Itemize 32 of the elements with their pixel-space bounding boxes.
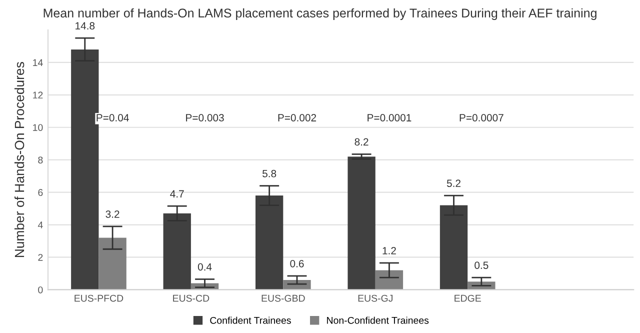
legend-label: Non-Confident Trainees — [327, 316, 429, 324]
y-tick-label: 4 — [38, 222, 43, 228]
data-label: 0.4 — [198, 263, 212, 271]
y-tick-label: 10 — [33, 124, 43, 131]
x-tick-label: EDGE — [454, 294, 481, 302]
y-tick-label: 12 — [33, 92, 43, 98]
y-tick-label: 0 — [38, 286, 43, 294]
x-tick-label: EUS-CD — [173, 294, 210, 302]
y-tick-label: 2 — [38, 254, 43, 261]
y-tick-label: 14 — [33, 59, 43, 66]
data-label: 8.2 — [354, 138, 368, 146]
annotation: P=0.04 — [96, 114, 129, 122]
chart-title: Mean number of Hands-On LAMS placement cases performed by Trainees During their AEF training — [44, 8, 596, 20]
data-label: 3.2 — [106, 210, 120, 218]
y-tick-label: 6 — [38, 189, 43, 196]
data-label: 0.6 — [290, 260, 304, 268]
data-label: 5.2 — [446, 180, 460, 187]
data-label: 5.8 — [262, 170, 276, 178]
y-axis-title: Number of Hands-On Procedures — [14, 62, 24, 258]
x-tick-label: EUS-GBD — [262, 294, 305, 302]
annotation: P=0.0001 — [368, 114, 412, 122]
legend-label: Confident Trainees — [210, 316, 291, 324]
annotation: P=0.003 — [186, 114, 224, 122]
data-label: 0.5 — [474, 262, 488, 269]
x-tick-label: EUS-GJ — [358, 294, 392, 302]
data-label: 1.2 — [382, 246, 396, 254]
x-tick-label: EUS-PFCD — [74, 294, 124, 302]
data-label: 14.8 — [76, 22, 95, 30]
annotation: P=0.002 — [278, 114, 316, 122]
y-tick-label: 8 — [38, 156, 43, 164]
data-label: 4.7 — [170, 190, 184, 198]
annotation: P=0.0007 — [460, 114, 504, 122]
